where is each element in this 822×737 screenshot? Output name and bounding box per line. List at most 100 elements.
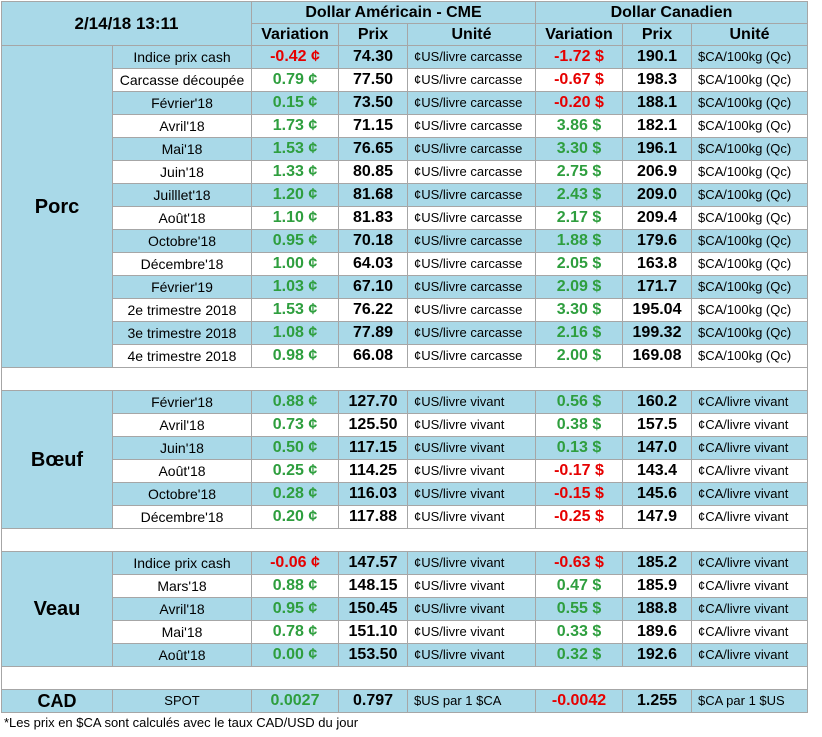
cad-unit: ¢CA/livre vivant	[691, 643, 808, 667]
contract-label: Juilllet'18	[112, 183, 252, 207]
usd-unit: ¢US/livre carcasse	[407, 91, 536, 115]
table-row: Avril'18 0.73 ¢ 125.50 ¢US/livre vivant 0.38…	[2, 413, 808, 437]
usd-unit: ¢US/livre carcasse	[407, 344, 536, 368]
header-row-groups: 2/14/18 13:11 Dollar Américain - CME Dol…	[1, 1, 808, 46]
usd-price: 147.57	[338, 551, 408, 575]
contract-label: Indice prix cash	[112, 551, 252, 575]
usd-variation: 0.0027	[251, 689, 339, 713]
usd-unit: ¢US/livre carcasse	[407, 252, 536, 276]
table-row: Février'18 0.15 ¢ 73.50 ¢US/livre carcasse -…	[2, 91, 808, 115]
usd-variation: 1.03 ¢	[251, 275, 339, 299]
cad-variation: 2.16 $	[535, 321, 623, 345]
usd-variation: -0.06 ¢	[251, 551, 339, 575]
usd-price: 148.15	[338, 574, 408, 598]
table-row: Carcasse découpée 0.79 ¢ 77.50 ¢US/livre ca…	[2, 68, 808, 92]
usd-price: 117.88	[338, 505, 408, 529]
table-row: Avril'18 0.95 ¢ 150.45 ¢US/livre vivant 0.55…	[2, 597, 808, 621]
usd-variation: 0.79 ¢	[251, 68, 339, 92]
contract-label: Avril'18	[112, 114, 252, 138]
footnote: *Les prix en $CA sont calculés avec le t…	[4, 715, 359, 730]
cad-price: 143.4	[622, 459, 692, 483]
table-row: 2e trimestre 2018 1.53 ¢ 76.22 ¢US/livre ca…	[2, 298, 808, 322]
table-row: Octobre'18 0.95 ¢ 70.18 ¢US/livre carcasse 1…	[2, 229, 808, 253]
cad-group-header: Dollar Canadien	[535, 1, 808, 24]
usd-unit: ¢US/livre vivant	[407, 390, 536, 414]
cad-price: 209.0	[622, 183, 692, 207]
cad-variation: 2.17 $	[535, 206, 623, 230]
usd-price: 81.83	[338, 206, 408, 230]
usd-variation: 1.33 ¢	[251, 160, 339, 184]
usd-unit: ¢US/livre carcasse	[407, 137, 536, 161]
usd-price: 150.45	[338, 597, 408, 621]
contract-label: Août'18	[112, 459, 252, 483]
usd-variation: 0.20 ¢	[251, 505, 339, 529]
usd-variation: 0.73 ¢	[251, 413, 339, 437]
contract-label: 3e trimestre 2018	[112, 321, 252, 345]
usd-price: 74.30	[338, 45, 408, 69]
usd-unit: ¢US/livre vivant	[407, 482, 536, 506]
table-row: Février'19 1.03 ¢ 67.10 ¢US/livre carcasse 2…	[2, 275, 808, 299]
contract-label: Octobre'18	[112, 482, 252, 506]
usd-variation: 0.15 ¢	[251, 91, 339, 115]
cad-unit: $CA/100kg (Qc)	[691, 206, 808, 230]
cad-prix-header: Prix	[622, 23, 692, 46]
cad-unit: $CA/100kg (Qc)	[691, 114, 808, 138]
usd-variation: 1.53 ¢	[251, 137, 339, 161]
spacer-cell	[1, 367, 808, 391]
cad-unit: ¢CA/livre vivant	[691, 436, 808, 460]
usd-price: 77.50	[338, 68, 408, 92]
usd-unit: ¢US/livre carcasse	[407, 206, 536, 230]
cad-unit: ¢CA/livre vivant	[691, 620, 808, 644]
usd-variation: 0.25 ¢	[251, 459, 339, 483]
boeuf-category-label: Bœuf	[1, 390, 113, 529]
cad-price: 147.0	[622, 436, 692, 460]
cad-variation: 0.33 $	[535, 620, 623, 644]
usd-unit: $US par 1 $CA	[407, 689, 536, 713]
cad-unit: $CA par 1 $US	[691, 689, 808, 713]
cad-unit: ¢CA/livre vivant	[691, 390, 808, 414]
cad-price: 179.6	[622, 229, 692, 253]
cad-variation: -1.72 $	[535, 45, 623, 69]
usd-price: 151.10	[338, 620, 408, 644]
cad-price: 199.32	[622, 321, 692, 345]
table-row: Juilllet'18 1.20 ¢ 81.68 ¢US/livre carcasse…	[2, 183, 808, 207]
cad-unit: $CA/100kg (Qc)	[691, 298, 808, 322]
cad-price: 160.2	[622, 390, 692, 414]
contract-label: Juin'18	[112, 160, 252, 184]
cad-variation: 2.05 $	[535, 252, 623, 276]
usd-variation: 1.73 ¢	[251, 114, 339, 138]
usd-unit: ¢US/livre vivant	[407, 551, 536, 575]
usd-unit: ¢US/livre carcasse	[407, 229, 536, 253]
porc-category-label: Porc	[1, 45, 113, 368]
cad-price: 163.8	[622, 252, 692, 276]
cad-unit: ¢CA/livre vivant	[691, 574, 808, 598]
cad-row: CAD SPOT 0.0027 0.797 $US par 1 $CA -0.0042 1.…	[1, 689, 808, 713]
cad-variation: 0.32 $	[535, 643, 623, 667]
cad-price: 195.04	[622, 298, 692, 322]
usd-unit: ¢US/livre vivant	[407, 574, 536, 598]
cad-variation: 0.13 $	[535, 436, 623, 460]
cad-unit: $CA/100kg (Qc)	[691, 91, 808, 115]
contract-label: Avril'18	[112, 597, 252, 621]
usd-price: 70.18	[338, 229, 408, 253]
table-row: Décembre'18 1.00 ¢ 64.03 ¢US/livre carcasse…	[2, 252, 808, 276]
usd-price: 67.10	[338, 275, 408, 299]
usd-price: 117.15	[338, 436, 408, 460]
cad-variation: 2.09 $	[535, 275, 623, 299]
usd-variation: -0.42 ¢	[251, 45, 339, 69]
usd-variation-header: Variation	[251, 23, 339, 46]
cad-price: 192.6	[622, 643, 692, 667]
table-row: 4e trimestre 2018 0.98 ¢ 66.08 ¢US/livre ca…	[2, 344, 808, 368]
usd-variation: 1.20 ¢	[251, 183, 339, 207]
usd-unit: ¢US/livre carcasse	[407, 160, 536, 184]
usd-price: 71.15	[338, 114, 408, 138]
cad-unit: $CA/100kg (Qc)	[691, 252, 808, 276]
table-row: 3e trimestre 2018 1.08 ¢ 77.89 ¢US/livre ca…	[2, 321, 808, 345]
table-row: Avril'18 1.73 ¢ 71.15 ¢US/livre carcasse 3.8…	[2, 114, 808, 138]
cad-price: 188.8	[622, 597, 692, 621]
usd-unit: ¢US/livre vivant	[407, 597, 536, 621]
contract-label: 4e trimestre 2018	[112, 344, 252, 368]
cad-unit: ¢CA/livre vivant	[691, 459, 808, 483]
cad-unit: $CA/100kg (Qc)	[691, 45, 808, 69]
usd-unit: ¢US/livre vivant	[407, 620, 536, 644]
